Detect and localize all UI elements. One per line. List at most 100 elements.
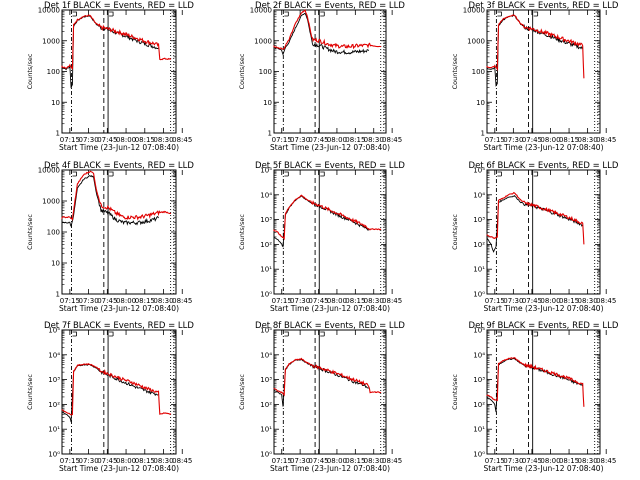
panel-1-ytick-label: 10 xyxy=(51,99,60,107)
panel-2-frame xyxy=(273,9,387,134)
panel-7-title: Det 7f BLACK = Events, RED = LLD xyxy=(44,321,194,331)
panel-4-series-lld xyxy=(61,170,172,221)
panel-2-xtick-label: 08:00 xyxy=(327,136,347,144)
panel-6-xtick-label: 08:30 xyxy=(578,297,598,305)
panel-4-ytick-label: 100 xyxy=(47,229,60,237)
panel-7-xtick-label: 07:30 xyxy=(79,457,99,465)
panel-2-ytick-label: 1 xyxy=(268,130,272,138)
panel-7-marker-bracket xyxy=(171,331,177,337)
panel-7-ytick-label: 10⁰ xyxy=(48,451,60,459)
panel-4-marker-bracket xyxy=(72,171,77,177)
panel-4-marker-bracket xyxy=(171,171,177,177)
panel-7-ytick-label: 10⁴ xyxy=(48,351,60,359)
panel-4-xtick-label: 07:45 xyxy=(97,297,117,305)
panel-8-xtick-label: 08:30 xyxy=(364,457,384,465)
panel-8-marker-bracket xyxy=(320,331,325,337)
panel-5-ytick-label: 10³ xyxy=(260,216,272,224)
panel-5-xtick-label: 08:15 xyxy=(345,297,365,305)
panel-4-ytick-label: 10000 xyxy=(38,167,60,175)
panel-3-ytick-label: 1 xyxy=(481,130,485,138)
panel-1-ytick-label: 1000 xyxy=(42,37,60,45)
panel-6-xtick-label: 07:15 xyxy=(485,297,505,305)
panel-4-xtick-label: 08:45 xyxy=(172,297,192,305)
panel-2-marker-bracket xyxy=(320,11,325,17)
panel-5-ytick-label: 10⁵ xyxy=(260,167,272,175)
panel-4-ylabel: Counts/sec xyxy=(26,214,34,250)
panel-1-series-lld xyxy=(61,14,172,70)
panel-3-frame xyxy=(486,9,601,134)
panel-1-frame xyxy=(61,9,177,134)
panel-2-ylabel: Counts/sec xyxy=(238,53,246,89)
panel-8-xtick-label: 07:15 xyxy=(272,457,292,465)
panel-7-xtick-label: 07:45 xyxy=(97,457,117,465)
panel-9-frame xyxy=(486,329,601,455)
panel-8-ylabel: Counts/sec xyxy=(238,374,246,410)
panel-6-ytick-label: 10⁰ xyxy=(473,291,485,299)
panel-4-title: Det 4f BLACK = Events, RED = LLD xyxy=(44,161,194,171)
panel-9-marker-bracket xyxy=(533,331,539,337)
panel-1-ylabel: Counts/sec xyxy=(26,53,34,89)
panel-3-title: Det 3f BLACK = Events, RED = LLD xyxy=(469,1,619,11)
panel-5-ytick-label: 10¹ xyxy=(260,266,272,274)
panel-5-xtick-label: 07:30 xyxy=(290,297,310,305)
panel-8-ytick-label: 10⁰ xyxy=(260,451,272,459)
panel-2-xtick-label: 08:30 xyxy=(364,136,384,144)
panel-8-ytick-label: 10⁴ xyxy=(260,351,272,359)
panel-7-ytick-label: 10² xyxy=(48,401,60,409)
panel-3-ytick-label: 1000 xyxy=(467,37,485,45)
panel-8-marker-bracket xyxy=(284,331,289,337)
panel-1-xtick-label: 07:15 xyxy=(60,136,80,144)
panel-1-xtick-label: 08:45 xyxy=(172,136,192,144)
panel-2-title: Det 2f BLACK = Events, RED = LLD xyxy=(255,1,405,11)
panel-3-ytick-label: 10 xyxy=(476,99,485,107)
panel-5-xlabel: Start Time (23-Jun-12 07:08:40) xyxy=(270,304,390,313)
panel-3-xtick-label: 08:15 xyxy=(559,136,579,144)
panel-7-ylabel: Counts/sec xyxy=(26,374,34,410)
panel-6-xtick-label: 08:45 xyxy=(596,297,616,305)
panel-6-ytick-label: 10¹ xyxy=(473,266,485,274)
panel-9-ytick-label: 10⁵ xyxy=(473,327,485,335)
panel-4-xtick-label: 08:15 xyxy=(135,297,155,305)
panel-8-ytick-label: 10² xyxy=(260,401,272,409)
panel-2-ytick-label: 10000 xyxy=(250,7,272,15)
panel-8-ytick-label: 10⁵ xyxy=(260,327,272,335)
panel-6-xlabel: Start Time (23-Jun-12 07:08:40) xyxy=(484,304,604,313)
panel-5-ytick-label: 10⁰ xyxy=(260,291,272,299)
panel-6-ytick-label: 10² xyxy=(473,241,485,249)
panel-7-xtick-label: 08:30 xyxy=(153,457,173,465)
panel-5-frame xyxy=(273,169,387,295)
panel-7-marker-bracket xyxy=(109,331,114,337)
panel-1-marker-bracket xyxy=(171,11,177,17)
panel-3-ytick-label: 100 xyxy=(472,68,485,76)
panel-9-ytick-label: 10⁴ xyxy=(473,351,485,359)
panel-1-title: Det 1f BLACK = Events, RED = LLD xyxy=(44,1,194,11)
panel-5-marker-bracket xyxy=(320,171,325,177)
panel-6-frame xyxy=(486,169,601,295)
panel-1-xtick-label: 08:30 xyxy=(153,136,173,144)
panel-2-ytick-label: 1000 xyxy=(254,37,272,45)
panel-2-ytick-label: 10 xyxy=(263,99,272,107)
panel-6-xtick-label: 07:30 xyxy=(503,297,523,305)
panel-7-xtick-label: 08:15 xyxy=(135,457,155,465)
panel-3-ylabel: Counts/sec xyxy=(451,53,459,89)
panel-3-xtick-label: 08:30 xyxy=(578,136,598,144)
panel-3-xtick-label: 07:30 xyxy=(503,136,523,144)
panel-1-ytick-label: 100 xyxy=(47,68,60,76)
panel-1-xtick-label: 08:15 xyxy=(135,136,155,144)
panel-5-xtick-label: 08:00 xyxy=(327,297,347,305)
panel-8-ytick-label: 10³ xyxy=(260,376,272,384)
panel-9-ytick-label: 10² xyxy=(473,401,485,409)
panel-1-xlabel: Start Time (23-Jun-12 07:08:40) xyxy=(59,143,179,152)
panel-9-marker-bracket xyxy=(497,331,502,337)
panel-6-title: Det 6f BLACK = Events, RED = LLD xyxy=(469,161,619,171)
panel-1-xtick-label: 08:00 xyxy=(116,136,136,144)
panel-5-xtick-label: 07:15 xyxy=(272,297,292,305)
panel-6-marker-bracket xyxy=(533,171,539,177)
panel-9-ytick-label: 10³ xyxy=(473,376,485,384)
panel-9-xlabel: Start Time (23-Jun-12 07:08:40) xyxy=(484,464,604,473)
panel-8-xtick-label: 08:45 xyxy=(382,457,402,465)
panel-5-ytick-label: 10² xyxy=(260,241,272,249)
panel-6-xtick-label: 08:15 xyxy=(559,297,579,305)
panel-6-series-lld xyxy=(486,191,585,245)
